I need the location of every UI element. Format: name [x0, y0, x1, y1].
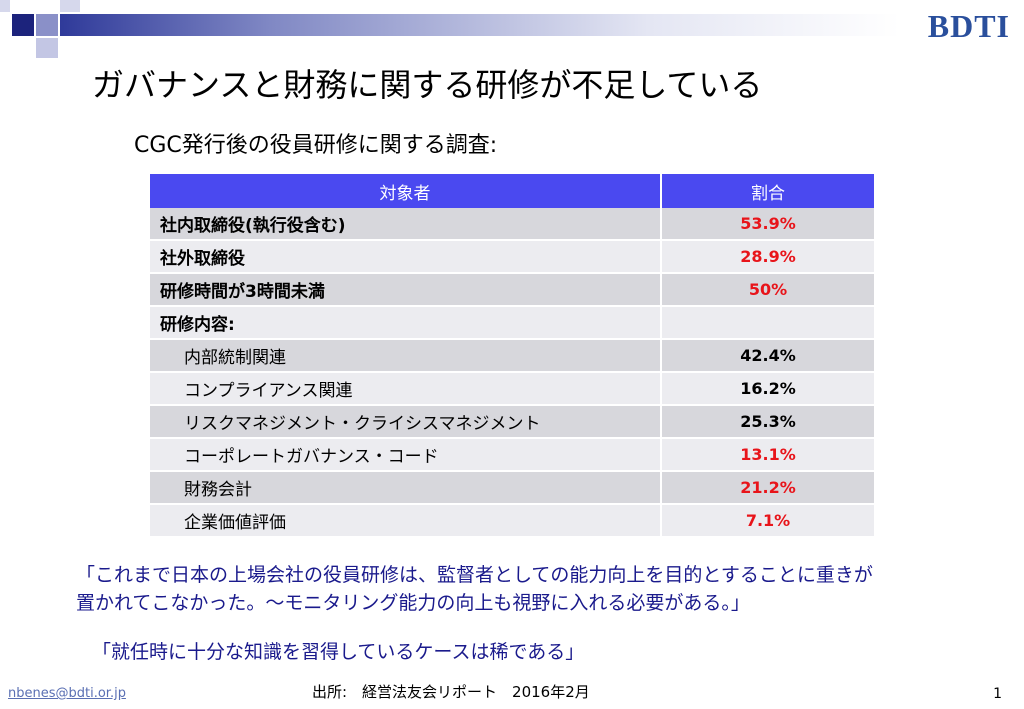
row-label: 内部統制関連 — [150, 340, 662, 373]
table-row: 内部統制関連 42.4% — [150, 340, 874, 373]
row-label: コーポレートガバナンス・コード — [150, 439, 662, 472]
table-row: 財務会計 21.2% — [150, 472, 874, 505]
source-note: 出所: 経営法友会リポート 2016年2月 — [312, 683, 590, 701]
row-value — [662, 307, 874, 340]
page-title: ガバナンスと財務に関する研修が不足している — [92, 66, 763, 104]
table-row: 企業価値評価 7.1% — [150, 505, 874, 538]
table-caption: CGC発行後の役員研修に関する調査: — [134, 133, 498, 158]
quote-line-1: 「これまで日本の上場会社の役員研修は、監督者としての能力向上を目的とすることに重… — [76, 564, 873, 586]
quote-monitoring: 「これまで日本の上場会社の役員研修は、監督者としての能力向上を目的とすることに重… — [76, 561, 873, 617]
table-header-row: 対象者 割合 — [150, 174, 874, 208]
row-value: 53.9% — [662, 208, 874, 241]
table-row: 研修内容: — [150, 307, 874, 340]
column-header-ratio: 割合 — [662, 174, 874, 208]
row-label: 社外取締役 — [150, 241, 662, 274]
quote-knowledge: 「就任時に十分な知識を習得しているケースは稀である」 — [92, 641, 585, 663]
row-value: 42.4% — [662, 340, 874, 373]
table-row: リスクマネジメント・クライシスマネジメント 25.3% — [150, 406, 874, 439]
table-row: 社内取締役(執行役含む) 53.9% — [150, 208, 874, 241]
table-row: コンプライアンス関連 16.2% — [150, 373, 874, 406]
row-value: 50% — [662, 274, 874, 307]
row-value: 21.2% — [662, 472, 874, 505]
table-row: 研修時間が3時間未満 50% — [150, 274, 874, 307]
page-number: 1 — [993, 686, 1002, 702]
row-value: 25.3% — [662, 406, 874, 439]
row-label: 研修時間が3時間未満 — [150, 274, 662, 307]
row-label: 企業価値評価 — [150, 505, 662, 538]
quote-line-2: 置かれてこなかった。～モニタリング能力の向上も視野に入れる必要がある。」 — [76, 592, 750, 614]
row-label: 社内取締役(執行役含む) — [150, 208, 662, 241]
row-value: 28.9% — [662, 241, 874, 274]
row-label: リスクマネジメント・クライシスマネジメント — [150, 406, 662, 439]
row-label: 財務会計 — [150, 472, 662, 505]
row-value: 13.1% — [662, 439, 874, 472]
row-value: 7.1% — [662, 505, 874, 538]
brand-logo: BDTI — [927, 8, 1010, 44]
row-label: 研修内容: — [150, 307, 662, 340]
row-label: コンプライアンス関連 — [150, 373, 662, 406]
column-header-target: 対象者 — [150, 174, 662, 208]
table-row: コーポレートガバナンス・コード 13.1% — [150, 439, 874, 472]
survey-table: 対象者 割合 社内取締役(執行役含む) 53.9% 社外取締役 28.9% 研修… — [150, 174, 874, 538]
header-decoration — [0, 0, 900, 58]
row-value: 16.2% — [662, 373, 874, 406]
email-link[interactable]: nbenes@bdti.or.jp — [8, 686, 126, 701]
table-row: 社外取締役 28.9% — [150, 241, 874, 274]
